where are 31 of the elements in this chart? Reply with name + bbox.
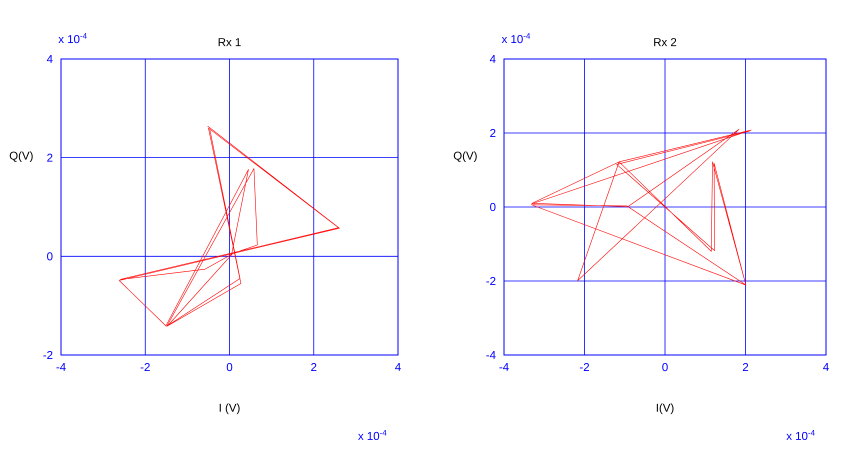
line-series [118,126,340,327]
y-tick-label: 0 [490,202,496,212]
x-tick-label: 4 [823,363,829,371]
x-tick-label: -2 [580,363,590,372]
y-tick-label: 2 [490,128,496,137]
chart-title: Rx 2 [654,38,676,46]
x-tick-label: 2 [311,363,316,372]
x-tick-label: -4 [499,363,509,371]
y-axis-title: Q(V) [10,151,33,162]
text: x 10$^{-4}$ [502,33,530,44]
y-tick-label: 4 [46,55,53,63]
y-tick-label: -2 [43,350,52,359]
text: x 10$^{-4}$ [358,430,387,440]
x-tick-label: -2 [140,363,150,372]
y-tick-label: -4 [486,351,496,359]
y-tick-label: -2 [486,276,496,285]
x-axis-title: I(V) [656,403,674,414]
y-axis-title: Q(V) [454,151,477,162]
text: x 10$^{-4}$ [58,33,87,44]
x-tick-label: 2 [742,363,748,372]
y-tick-label: 2 [47,154,52,162]
line-series [531,128,752,286]
x-tick-label: 0 [226,363,232,372]
chart-title: Rx 1 [218,38,241,46]
x-tick-label: 0 [662,363,668,372]
x-tick-label: -4 [56,363,66,371]
x-axis-title: I (V) [220,403,240,414]
y-tick-label: 4 [490,55,496,63]
text: x 10$^{-4}$ [786,430,815,440]
y-tick-label: 0 [47,252,53,260]
x-tick-label: 4 [395,363,401,371]
